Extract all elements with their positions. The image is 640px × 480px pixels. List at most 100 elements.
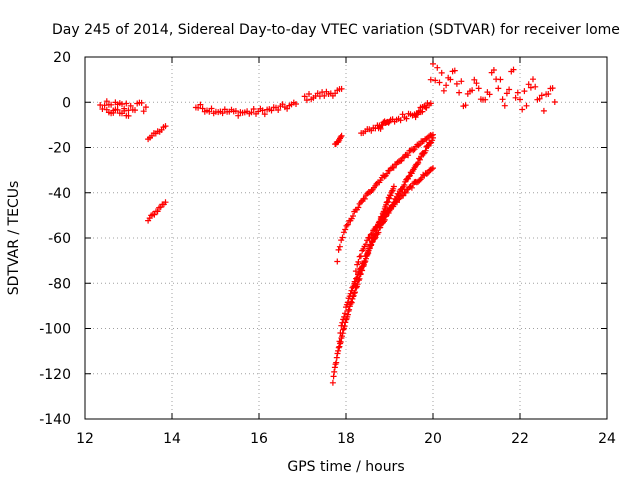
- data-point: [359, 267, 366, 274]
- y-tick-labels: 20 0 -20 -40 -60 -80 -100 -120 -140: [39, 50, 71, 428]
- data-point: [351, 290, 358, 297]
- data-point: [208, 105, 215, 112]
- data-point: [357, 271, 364, 277]
- y-tick-label: -140: [39, 412, 71, 428]
- data-point: [151, 211, 158, 218]
- data-point: [338, 132, 345, 139]
- data-point: [342, 226, 349, 233]
- data-point: [334, 258, 341, 265]
- data-point: [415, 142, 422, 149]
- data-point: [471, 76, 478, 83]
- data-point: [501, 102, 508, 109]
- data-point: [401, 182, 408, 188]
- data-point: [443, 82, 450, 89]
- data-point: [510, 66, 517, 73]
- series-curve-2: [336, 134, 436, 345]
- data-point: [342, 310, 348, 317]
- data-point: [377, 125, 384, 132]
- data-point: [140, 108, 147, 115]
- data-point: [336, 343, 343, 350]
- series-seg-f: [332, 132, 345, 148]
- data-point: [284, 105, 291, 112]
- data-point: [125, 112, 132, 119]
- data-point: [532, 83, 539, 90]
- data-point: [415, 159, 422, 166]
- data-point: [335, 246, 342, 253]
- data-point: [432, 77, 439, 84]
- data-point: [490, 67, 497, 73]
- data-point: [138, 99, 145, 106]
- data-point: [362, 241, 369, 248]
- data-point: [110, 109, 117, 116]
- data-point: [495, 85, 502, 92]
- data-point: [469, 87, 476, 94]
- data-point: [384, 170, 391, 177]
- y-tick-label: 0: [62, 95, 71, 111]
- data-point: [405, 173, 412, 180]
- series-seg-j: [427, 60, 558, 114]
- data-point: [344, 221, 351, 228]
- data-point: [197, 101, 204, 108]
- data-point: [248, 109, 255, 116]
- data-point: [99, 106, 106, 112]
- data-point: [514, 89, 521, 96]
- data-point: [456, 89, 463, 96]
- data-point: [427, 100, 434, 107]
- data-point: [527, 84, 534, 91]
- data-point: [549, 85, 556, 92]
- data-point: [410, 147, 417, 154]
- y-tick-label: -100: [39, 322, 71, 338]
- data-point: [337, 339, 344, 345]
- data-point: [419, 108, 426, 115]
- data-point: [385, 199, 391, 205]
- data-point: [395, 196, 402, 203]
- data-point: [538, 92, 545, 99]
- data-point: [329, 379, 336, 386]
- y-tick-label: 20: [53, 50, 71, 66]
- data-point: [482, 96, 489, 103]
- data-point: [356, 275, 363, 282]
- data-point: [357, 253, 364, 260]
- series-curve-4: [351, 165, 436, 285]
- data-point: [525, 81, 532, 88]
- data-point: [219, 110, 226, 117]
- data-point: [417, 156, 423, 163]
- data-point: [551, 99, 558, 105]
- data-point: [540, 107, 547, 114]
- data-point: [475, 85, 482, 92]
- data-point: [430, 134, 436, 141]
- data-point: [440, 87, 447, 94]
- data-point: [340, 229, 347, 236]
- data-point: [427, 76, 434, 83]
- data-point: [232, 108, 239, 114]
- data-point: [453, 80, 460, 87]
- x-tick-label: 24: [598, 431, 616, 447]
- data-point: [154, 208, 161, 215]
- data-point: [368, 188, 375, 194]
- data-point: [438, 69, 445, 76]
- data-point: [339, 234, 346, 241]
- x-tick-label: 16: [250, 431, 268, 447]
- y-tick-label: -120: [39, 367, 71, 383]
- data-point: [386, 195, 393, 202]
- data-point: [121, 107, 128, 114]
- x-axis-label: GPS time / hours: [287, 459, 404, 475]
- data-point: [321, 92, 328, 99]
- data-point: [451, 67, 458, 74]
- data-point: [430, 165, 436, 172]
- data-point: [503, 90, 510, 97]
- data-point: [423, 170, 430, 177]
- chart-title: Day 245 of 2014, Sidereal Day-to-day VTE…: [52, 22, 620, 38]
- data-point: [545, 91, 552, 97]
- series-seg-c: [145, 199, 169, 224]
- data-point: [422, 147, 429, 154]
- data-point: [396, 195, 403, 202]
- x-tick-label: 22: [511, 431, 529, 447]
- y-tick-label: -60: [48, 231, 71, 247]
- data-point: [339, 333, 345, 340]
- data-point: [259, 107, 266, 114]
- series-seg-a2: [103, 106, 132, 119]
- tick-marks: [84, 56, 608, 420]
- data-point: [108, 101, 115, 108]
- data-point: [369, 230, 376, 237]
